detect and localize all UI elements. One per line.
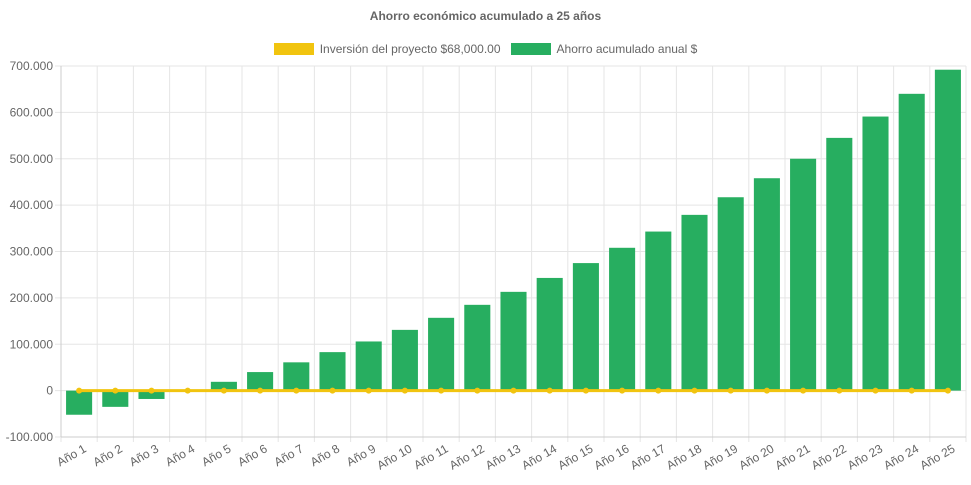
legend-item-inversion[interactable]: Inversión del proyecto $68,000.00 [273, 42, 501, 56]
bar-ahorro [717, 197, 744, 391]
legend-label-ahorro: Ahorro acumulado anual $ [556, 42, 698, 56]
bar-ahorro [898, 93, 925, 391]
point-inversion [474, 387, 481, 394]
x-tick-label: Año 3 [127, 441, 161, 469]
x-tick-label: Año 9 [344, 441, 378, 469]
x-tick-label: Año 13 [483, 441, 523, 472]
point-inversion [184, 387, 191, 394]
bar-ahorro [609, 247, 636, 391]
point-inversion [76, 387, 83, 394]
x-tick-label: Año 22 [809, 441, 849, 472]
point-inversion [800, 387, 807, 394]
x-tick-label: Año 25 [917, 441, 957, 472]
bar-ahorro [138, 390, 165, 399]
point-inversion [112, 387, 119, 394]
point-inversion [872, 387, 879, 394]
x-tick-label: Año 5 [199, 441, 233, 469]
y-tick-label: 0 [46, 384, 53, 398]
bar-ahorro [934, 69, 961, 391]
legend-item-ahorro[interactable]: Ahorro acumulado anual $ [510, 42, 698, 56]
point-inversion [329, 387, 336, 394]
x-tick-label: Año 8 [308, 441, 342, 469]
bar-ahorro [391, 329, 418, 391]
x-tick-label: Año 15 [555, 441, 595, 472]
x-tick-label: Año 12 [447, 441, 487, 472]
bar-ahorro [681, 214, 708, 391]
point-inversion [220, 387, 227, 394]
y-tick-label: 700.000 [10, 59, 54, 73]
x-tick-label: Año 17 [628, 441, 668, 472]
x-tick-label: Año 7 [272, 441, 306, 469]
x-tick-label: Año 24 [881, 441, 921, 472]
bar-ahorro [102, 390, 129, 407]
bar-ahorro [862, 116, 889, 391]
point-inversion [510, 387, 517, 394]
bar-ahorro [826, 137, 853, 391]
bar-ahorro [790, 158, 817, 391]
x-tick-label: Año 2 [91, 441, 125, 469]
bar-ahorro [428, 317, 455, 391]
point-inversion [727, 387, 734, 394]
point-inversion [546, 387, 553, 394]
point-inversion [619, 387, 626, 394]
point-inversion [148, 387, 155, 394]
point-inversion [691, 387, 698, 394]
x-tick-label: Año 11 [411, 441, 450, 472]
x-tick-label: Año 10 [374, 441, 414, 472]
point-inversion [655, 387, 662, 394]
legend-label-inversion: Inversión del proyecto $68,000.00 [319, 42, 501, 56]
bar-ahorro [536, 277, 563, 391]
point-inversion [763, 387, 770, 394]
point-inversion [944, 387, 951, 394]
x-tick-label: Año 21 [773, 441, 813, 472]
bar-ahorro [319, 352, 346, 391]
bar-ahorro [645, 231, 672, 391]
point-inversion [401, 387, 408, 394]
y-tick-label: 600.000 [10, 105, 54, 119]
y-tick-label: -100.000 [6, 430, 54, 444]
bar-ahorro [355, 341, 382, 391]
bar-ahorro [210, 381, 237, 391]
legend-swatch-inversion [273, 43, 314, 55]
x-tick-label: Año 16 [592, 441, 632, 472]
x-tick-label: Año 6 [235, 441, 269, 469]
bar-ahorro [464, 304, 491, 391]
bar-ahorro [753, 178, 780, 391]
bar-ahorro [500, 291, 527, 391]
x-tick-label: Año 4 [163, 441, 197, 469]
point-inversion [257, 387, 264, 394]
x-tick-label: Año 19 [700, 441, 740, 472]
point-inversion [438, 387, 445, 394]
legend-swatch-ahorro [510, 43, 551, 55]
legend: Inversión del proyecto $68,000.00 Ahorro… [0, 42, 971, 56]
point-inversion [293, 387, 300, 394]
point-inversion [836, 387, 843, 394]
x-tick-label: Año 18 [664, 441, 704, 472]
bar-ahorro [572, 263, 599, 391]
chart-title: Ahorro económico acumulado a 25 años [369, 9, 602, 23]
point-inversion [582, 387, 589, 394]
bar-ahorro [247, 372, 274, 391]
y-tick-label: 100.000 [10, 337, 54, 351]
y-tick-label: 500.000 [10, 152, 54, 166]
y-tick-label: 200.000 [10, 291, 54, 305]
bar-ahorro [66, 390, 93, 415]
y-tick-label: 400.000 [10, 198, 54, 212]
y-tick-label: 300.000 [10, 245, 54, 259]
x-tick-label: Año 1 [54, 441, 88, 469]
bar-ahorro [283, 362, 310, 391]
x-tick-label: Año 23 [845, 441, 885, 472]
point-inversion [365, 387, 372, 394]
x-tick-label: Año 14 [519, 441, 559, 472]
point-inversion [908, 387, 915, 394]
x-tick-label: Año 20 [736, 441, 776, 472]
